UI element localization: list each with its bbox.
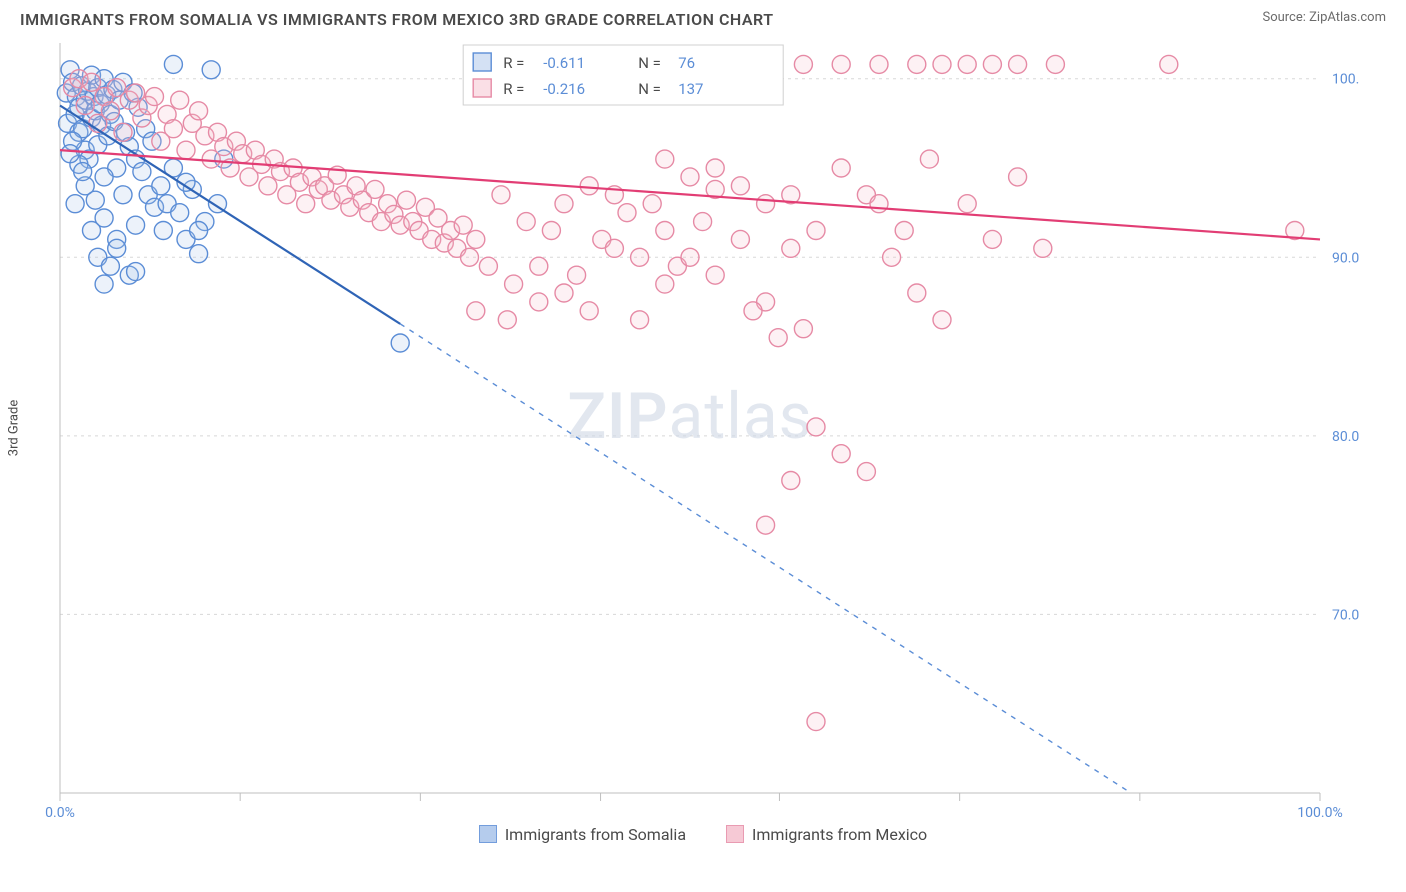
svg-text:80.0%: 80.0%	[1332, 429, 1360, 445]
chart-title: IMMIGRANTS FROM SOMALIA VS IMMIGRANTS FR…	[20, 10, 774, 29]
svg-text:0.0%: 0.0%	[45, 805, 75, 821]
svg-text:137: 137	[678, 80, 703, 98]
svg-text:70.0%: 70.0%	[1332, 607, 1360, 623]
legend-label: Immigrants from Somalia	[505, 825, 686, 844]
series-legend: Immigrants from Somalia Immigrants from M…	[0, 825, 1406, 844]
legend-item: Immigrants from Somalia	[479, 825, 686, 844]
svg-text:ZIPatlas: ZIPatlas	[567, 379, 812, 454]
source-prefix: Source:	[1262, 10, 1309, 25]
svg-text:N =: N =	[638, 54, 661, 72]
scatter-chart: 70.0% 80.0% 90.0% 100.0% 0.0% 100.0% ZIPatlas R…	[20, 33, 1360, 823]
legend-swatch	[479, 825, 497, 843]
svg-text:R =: R =	[503, 80, 524, 98]
legend-item: Immigrants from Mexico	[726, 825, 927, 844]
stats-legend: R = -0.611 N = 76 R = -0.216 N = 137	[463, 45, 783, 105]
svg-text:76: 76	[678, 54, 695, 72]
legend-label: Immigrants from Mexico	[752, 825, 927, 844]
chart-area: 3rd Grade 70.0%80.0%90.0%100.0%0.0%100.0…	[20, 33, 1386, 823]
svg-text:90.0%: 90.0%	[1332, 250, 1360, 266]
svg-text:100.0%: 100.0%	[1332, 72, 1360, 88]
svg-text:N =: N =	[638, 80, 661, 98]
y-axis-label: 3rd Grade	[7, 400, 22, 456]
header: IMMIGRANTS FROM SOMALIA VS IMMIGRANTS FR…	[0, 0, 1406, 33]
svg-text:-0.611: -0.611	[543, 54, 585, 72]
source-attribution: Source: ZipAtlas.com	[1262, 10, 1386, 25]
svg-text:100.0%: 100.0%	[1297, 805, 1342, 821]
source-name: ZipAtlas.com	[1309, 10, 1386, 25]
legend-swatch	[726, 825, 744, 843]
svg-text:-0.216: -0.216	[543, 80, 585, 98]
svg-text:R =: R =	[503, 54, 524, 72]
